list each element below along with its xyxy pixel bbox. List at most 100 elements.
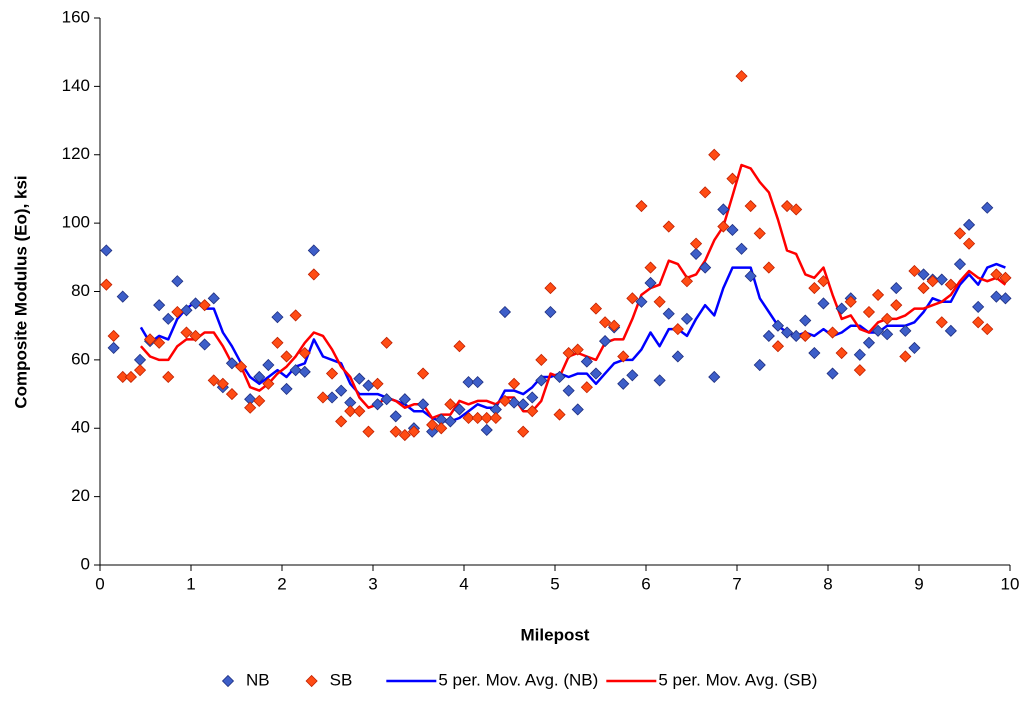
data-point (198, 299, 211, 312)
x-tick-label: 3 (368, 574, 377, 593)
data-point (389, 425, 402, 438)
data-point (462, 376, 475, 389)
moving-average-line (139, 163, 1007, 420)
data-point (598, 335, 612, 348)
data-point (162, 370, 175, 384)
data-point (598, 316, 612, 329)
data-point (244, 401, 257, 414)
data-point (198, 338, 211, 351)
data-point (771, 340, 785, 353)
data-point (571, 343, 584, 356)
x-tick-label: 7 (732, 574, 741, 593)
data-point (553, 370, 566, 384)
data-point (416, 367, 430, 380)
data-point (608, 319, 621, 332)
data-point (107, 341, 120, 354)
data-point (935, 316, 948, 329)
data-point (171, 275, 184, 288)
data-point (416, 398, 430, 411)
data-point (544, 282, 557, 295)
data-point (507, 396, 521, 409)
data-point (671, 323, 684, 336)
data-point (280, 350, 293, 363)
data-point (972, 316, 985, 329)
data-point (817, 275, 830, 288)
data-point (398, 429, 411, 442)
data-point (298, 365, 311, 378)
data-point (771, 319, 785, 332)
data-point (100, 278, 113, 291)
plot-area: 0 20 40 60 80 100 120 140 160 0 1 2 3 4 5 6 7 8 9 10 (62, 7, 1020, 593)
data-point (124, 370, 138, 384)
data-point (662, 220, 675, 233)
data-point (853, 364, 866, 377)
data-point (653, 374, 666, 387)
data-point (744, 199, 757, 213)
data-point (726, 172, 739, 185)
data-point (262, 377, 275, 390)
data-point (435, 422, 448, 435)
data-point (535, 374, 548, 387)
data-point (426, 425, 439, 438)
data-point (498, 305, 512, 319)
data-point (780, 326, 794, 339)
data-point (753, 358, 766, 372)
data-point (526, 405, 539, 418)
data-point (180, 326, 193, 339)
data-point (471, 376, 484, 389)
data-point (289, 309, 302, 322)
data-point (944, 324, 957, 337)
data-point (744, 270, 757, 283)
data-point (908, 264, 921, 278)
data-point (881, 328, 894, 341)
data-point (680, 275, 694, 288)
data-point (671, 350, 684, 363)
data-point (344, 405, 357, 418)
x-axis-title: Milepost (521, 625, 590, 644)
data-point (153, 336, 166, 349)
data-point (480, 411, 493, 425)
data-point (553, 408, 566, 421)
data-point (335, 384, 348, 397)
data-point (489, 411, 502, 425)
data-point (962, 218, 976, 231)
data-point (644, 261, 657, 274)
data-point (726, 223, 739, 237)
data-point (562, 384, 575, 397)
data-point (380, 336, 393, 349)
data-point (717, 203, 730, 216)
data-point (862, 336, 876, 349)
data-point (890, 299, 903, 312)
data-point (908, 341, 921, 354)
data-point (826, 367, 839, 380)
data-point (699, 186, 712, 199)
data-point (216, 377, 229, 390)
y-tick-label: 160 (62, 7, 90, 26)
data-point (380, 393, 393, 406)
data-point (462, 411, 475, 425)
y-tick-label: 120 (62, 144, 90, 163)
data-point (589, 367, 603, 380)
x-tick-label: 8 (823, 574, 832, 593)
data-point (689, 237, 703, 250)
data-point (116, 290, 129, 303)
data-point (535, 353, 548, 366)
data-point (526, 391, 539, 404)
legend-symbol (221, 674, 235, 688)
data-point (871, 324, 885, 337)
data-point (871, 288, 885, 301)
data-point (498, 394, 512, 407)
data-point (780, 199, 794, 213)
data-point (589, 302, 603, 315)
data-point (844, 295, 857, 308)
data-point (762, 261, 775, 274)
data-point (289, 364, 302, 377)
data-point (517, 425, 530, 438)
data-point (307, 268, 320, 281)
data-point (389, 410, 402, 423)
x-tick-label: 1 (186, 574, 195, 593)
x-tick-label: 4 (459, 574, 468, 593)
data-point (162, 312, 175, 325)
y-tick-label: 60 (71, 349, 90, 368)
data-point (325, 367, 339, 380)
